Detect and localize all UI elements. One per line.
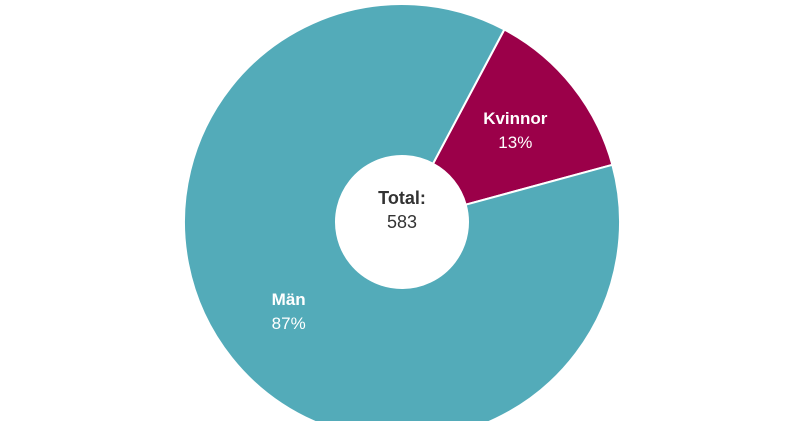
slice-label: Män bbox=[272, 290, 306, 309]
slice-value-label: 13% bbox=[498, 133, 532, 152]
center-total: 583 bbox=[387, 212, 417, 232]
donut-hole bbox=[336, 156, 468, 288]
slice-label: Kvinnor bbox=[483, 109, 548, 128]
center-label: Total: bbox=[378, 188, 426, 208]
slice-value-label: 87% bbox=[272, 314, 306, 333]
